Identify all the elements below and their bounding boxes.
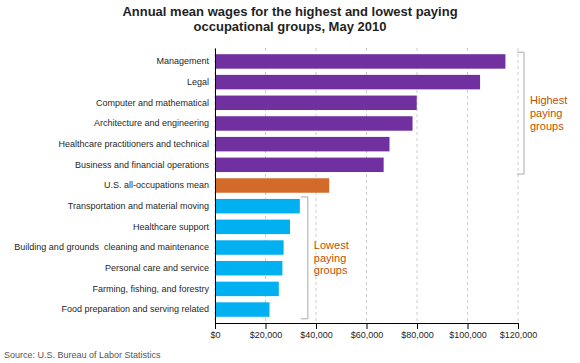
- tick-mark: [215, 323, 216, 329]
- grid-line: [215, 48, 216, 323]
- bar: [215, 302, 269, 316]
- tick-label: Personal care and service: [105, 263, 209, 273]
- tick-label: $80,000: [401, 330, 434, 340]
- y-tick: Transportation and material moving: [68, 201, 215, 211]
- tick-label: Architecture and engineering: [94, 118, 209, 128]
- tick-mark: [367, 323, 368, 329]
- bracket: [301, 197, 308, 319]
- bar: [215, 261, 282, 275]
- tick-label: Building and grounds cleaning and mainte…: [14, 242, 209, 252]
- bracket-line: [301, 196, 308, 197]
- x-tick: $20,000: [250, 323, 283, 340]
- x-tick: $80,000: [401, 323, 434, 340]
- text-line: paying: [530, 107, 562, 119]
- tick-label: Management: [156, 56, 209, 66]
- grid-line: [518, 48, 519, 323]
- chart-svg: $0 $20,000 $40,000 $60,000 $80,000 $100,000 $1…: [0, 0, 580, 363]
- tick-label: $60,000: [351, 330, 384, 340]
- tick-mark: [468, 323, 469, 329]
- y-tick: Management: [156, 56, 215, 66]
- y-tick: Healthcare practitioners and technical: [58, 139, 215, 149]
- bracket-line: [524, 52, 525, 174]
- bar: [215, 199, 300, 213]
- bars: [215, 54, 505, 317]
- bar: [215, 75, 480, 89]
- bracket-line: [517, 174, 524, 175]
- y-tick: Legal: [187, 77, 215, 87]
- bar: [215, 158, 384, 172]
- tick-label: Healthcare practitioners and technical: [58, 139, 209, 149]
- axis-line: [215, 49, 216, 324]
- tick-label: Legal: [187, 77, 209, 87]
- y-axis: Management Legal Computer and mathematical…: [14, 49, 215, 324]
- text-line: paying: [314, 252, 346, 264]
- bar: [215, 116, 413, 130]
- y-tick: Food preparation and serving related: [61, 304, 215, 314]
- bracket-line: [517, 52, 524, 53]
- tick-label: $0: [210, 330, 220, 340]
- annotations: HighestpayinggroupsLowestpayinggroups: [301, 52, 567, 319]
- y-tick: Personal care and service: [105, 263, 215, 273]
- text-line: groups: [314, 264, 348, 276]
- x-tick: $0: [210, 323, 220, 340]
- tick-label: U.S. all-occupations mean: [104, 180, 209, 190]
- text-line: Annual mean wages for the highest and lo…: [122, 4, 457, 19]
- text-line: Lowest: [314, 239, 349, 251]
- x-tick: $120,000: [500, 323, 538, 340]
- x-tick: $60,000: [351, 323, 384, 340]
- tick-label: Business and financial operations: [75, 160, 210, 170]
- annotation: Lowestpayinggroups: [314, 239, 349, 276]
- bracket-line: [301, 318, 308, 319]
- y-tick: Business and financial operations: [75, 160, 215, 170]
- annotation: Highestpayinggroups: [530, 94, 567, 131]
- x-tick: $100,000: [449, 323, 487, 340]
- tick-mark: [417, 323, 418, 329]
- tick-mark: [266, 323, 267, 329]
- bar: [215, 137, 390, 151]
- text-line: Highest: [530, 94, 567, 106]
- title: Annual mean wages for the highest and lo…: [122, 4, 457, 34]
- bracket: [517, 52, 524, 174]
- bar: [215, 282, 279, 296]
- axis-line: [216, 324, 519, 330]
- source: Source: U.S. Bureau of Labor Statistics: [4, 350, 161, 360]
- tick-label: Computer and mathematical: [96, 98, 209, 108]
- text-line: groups: [530, 120, 564, 132]
- x-tick: $40,000: [300, 323, 333, 340]
- tick-label: Healthcare support: [133, 222, 210, 232]
- tick-mark: [518, 323, 519, 329]
- bar: [215, 220, 290, 234]
- bar: [215, 240, 284, 254]
- bar: [215, 54, 505, 68]
- tick-label: $100,000: [449, 330, 487, 340]
- y-tick: Building and grounds cleaning and mainte…: [14, 242, 215, 252]
- text-line: occupational groups, May 2010: [194, 19, 387, 34]
- tick-label: Transportation and material moving: [68, 201, 209, 211]
- bar: [215, 178, 329, 192]
- bar: [215, 96, 417, 110]
- y-tick: U.S. all-occupations mean: [104, 180, 215, 190]
- x-axis: $0 $20,000 $40,000 $60,000 $80,000 $100,000 $1…: [210, 323, 537, 340]
- y-tick: Healthcare support: [133, 222, 215, 232]
- bracket-line: [307, 197, 308, 319]
- tick-label: $40,000: [300, 330, 333, 340]
- tick-label: Food preparation and serving related: [61, 304, 209, 314]
- y-tick: Computer and mathematical: [96, 98, 215, 108]
- tick-label: $120,000: [500, 330, 538, 340]
- chart-container: $0 $20,000 $40,000 $60,000 $80,000 $100,000 $1…: [0, 0, 580, 363]
- tick-label: Farming, fishing, and forestry: [92, 284, 209, 294]
- grid: [215, 48, 518, 323]
- tick-label: $20,000: [250, 330, 283, 340]
- y-tick: Farming, fishing, and forestry: [92, 284, 215, 294]
- tick-mark: [316, 323, 317, 329]
- y-tick: Architecture and engineering: [94, 118, 215, 128]
- plot-area: $0 $20,000 $40,000 $60,000 $80,000 $100,000 $1…: [14, 48, 567, 340]
